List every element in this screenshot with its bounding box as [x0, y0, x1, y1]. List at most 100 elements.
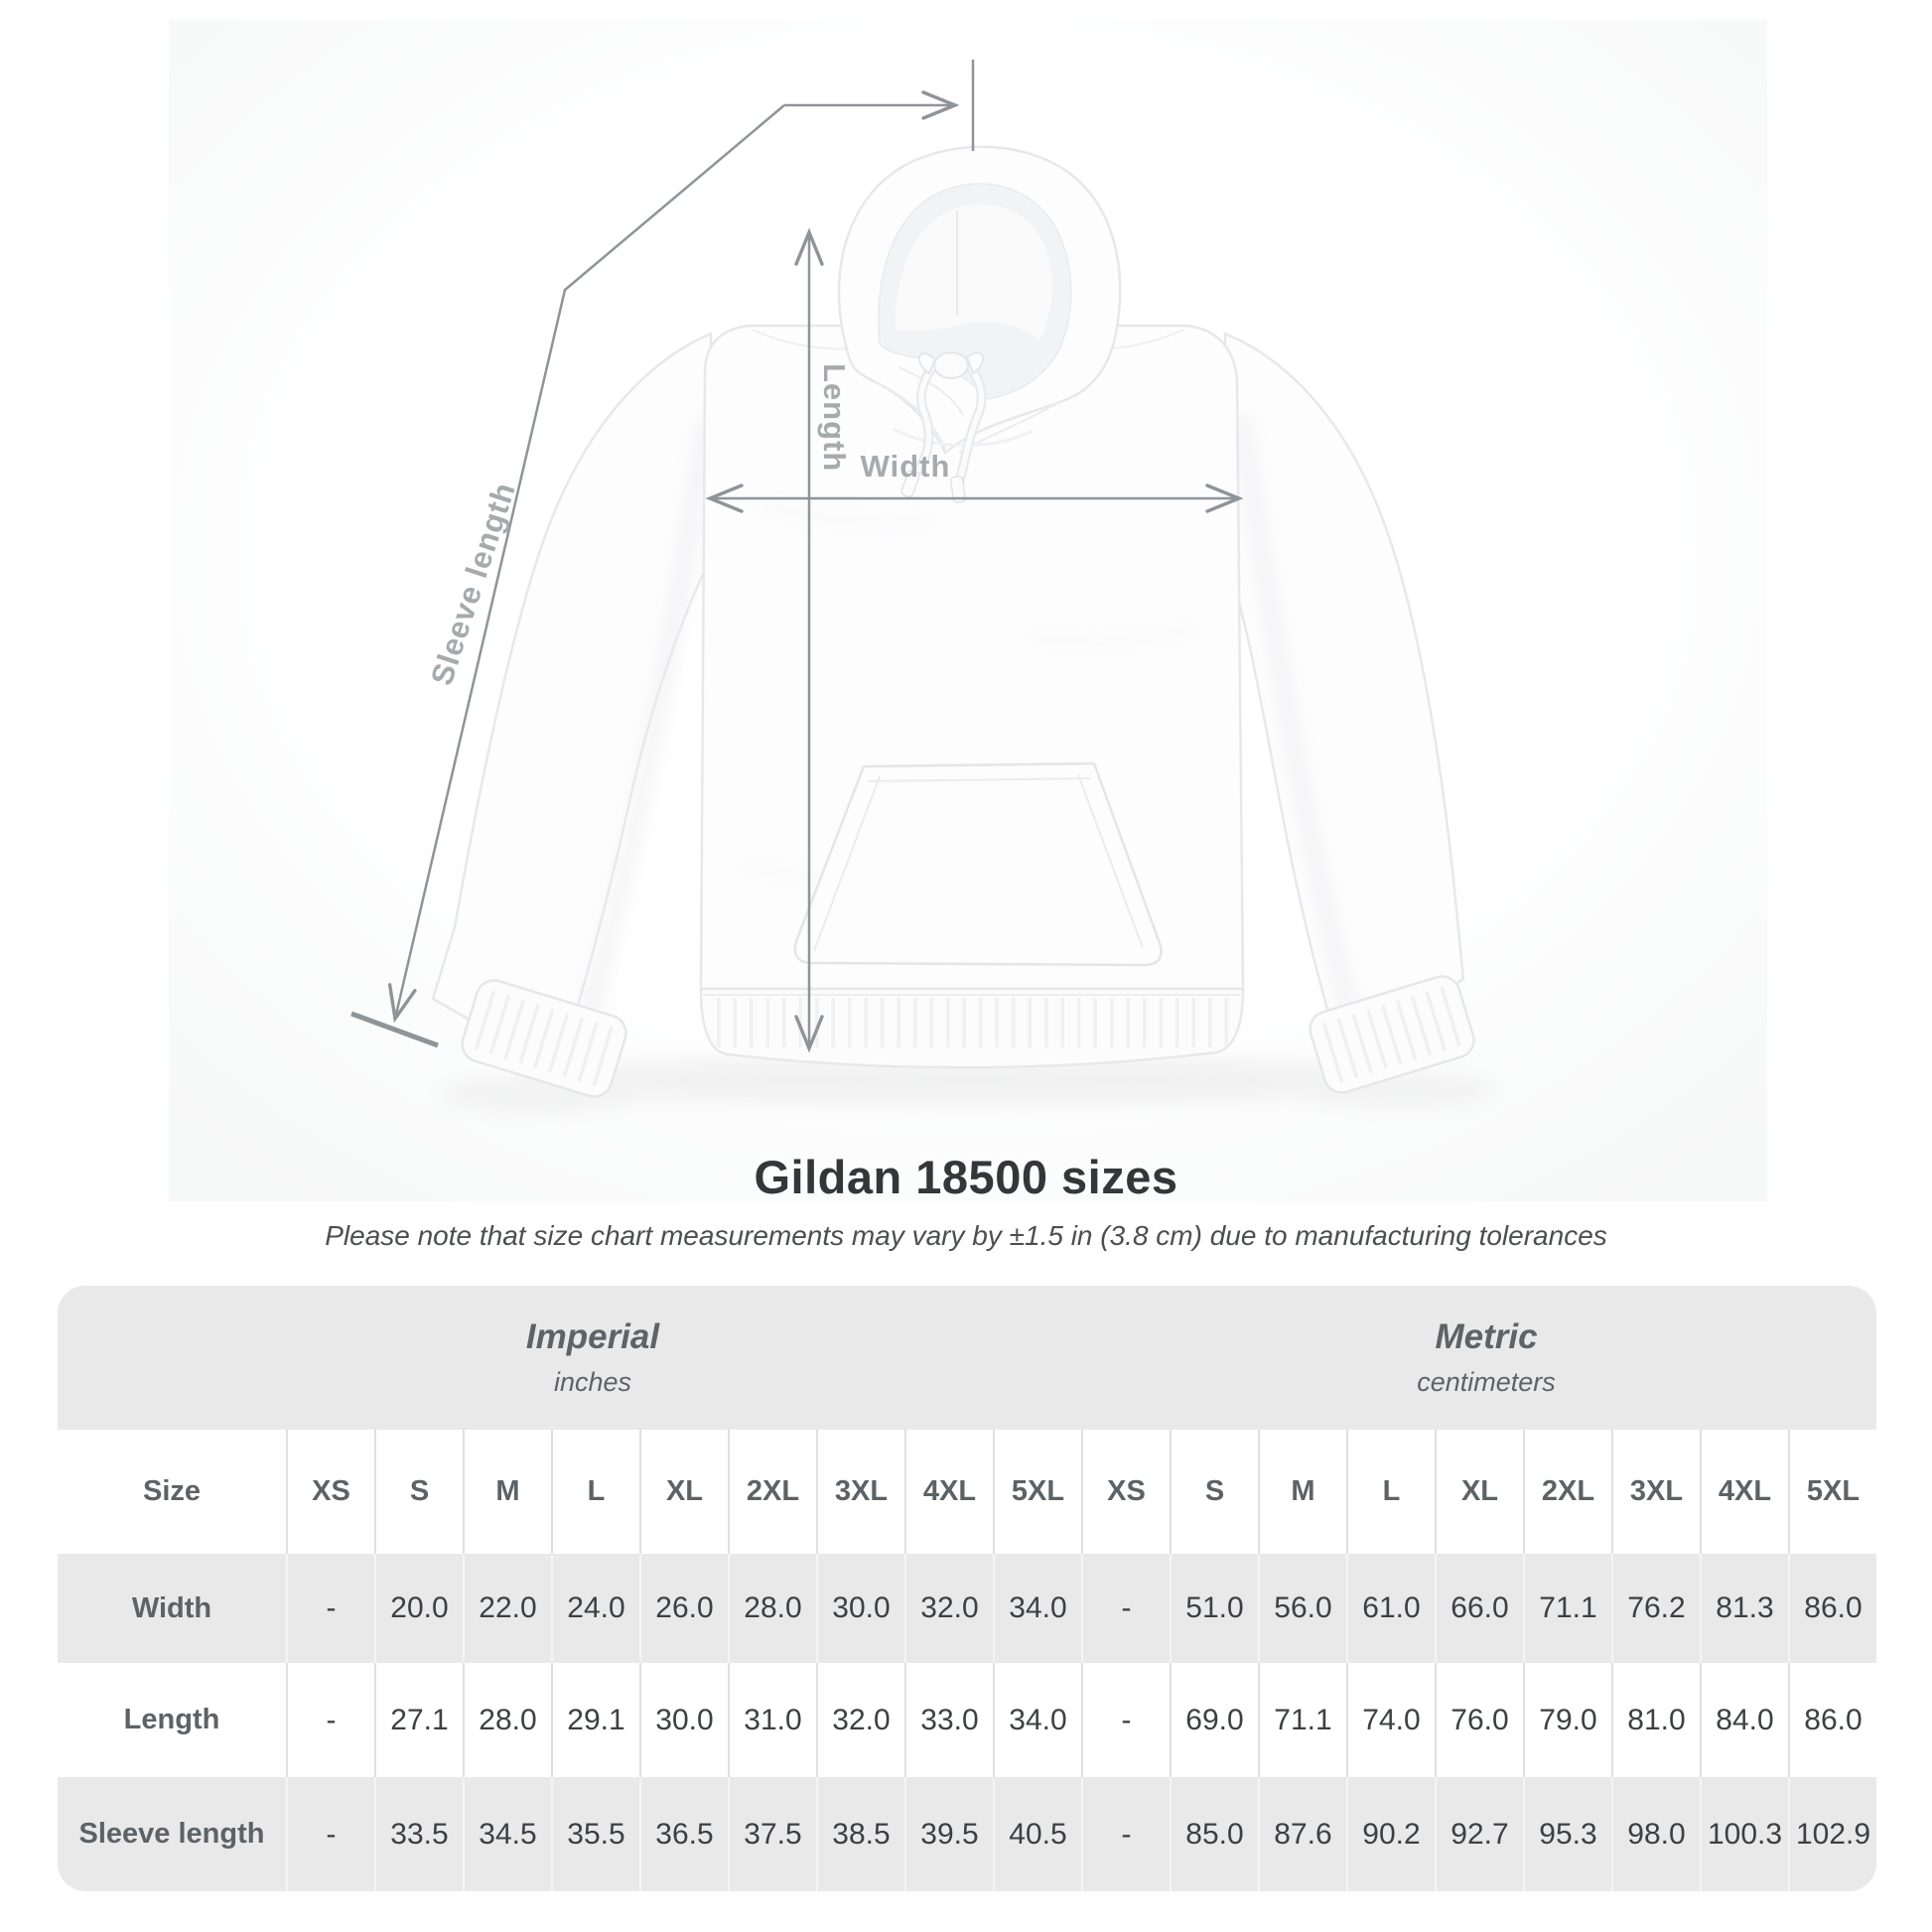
right-cuff: [1309, 975, 1475, 1094]
value-cell: 39.5: [904, 1777, 993, 1891]
value-cell: 69.0: [1170, 1663, 1258, 1777]
value-cell: 90.2: [1346, 1777, 1435, 1891]
value-cell: 86.0: [1788, 1663, 1876, 1777]
value-cell: 38.5: [816, 1777, 904, 1891]
size-col-header: 5XL: [1788, 1430, 1876, 1554]
left-cuff: [461, 979, 627, 1098]
size-col-header: L: [551, 1430, 639, 1554]
value-cell: 33.0: [904, 1663, 993, 1777]
value-cell: 66.0: [1435, 1554, 1523, 1663]
value-cell: 33.5: [374, 1777, 463, 1891]
value-cell: 31.0: [728, 1663, 816, 1777]
value-cell: 37.5: [728, 1777, 816, 1891]
hoodie-sleeves: [431, 332, 1465, 1072]
value-cell: 35.5: [551, 1777, 639, 1891]
value-cell: -: [286, 1777, 374, 1891]
metric-group-header: Metric centimeters: [1080, 1286, 1876, 1430]
size-col-header: 5XL: [993, 1430, 1081, 1554]
size-col-header: 4XL: [904, 1430, 993, 1554]
value-cell: 61.0: [1346, 1554, 1435, 1663]
title-block: Gildan 18500 sizes Please note that size…: [0, 1150, 1932, 1252]
kangaroo-pocket: [793, 761, 1163, 967]
row-label: Sleeve length: [78, 1818, 265, 1850]
row-label: Width: [131, 1591, 212, 1624]
value-cell: 85.0: [1170, 1777, 1258, 1891]
hoodie-illustration: [169, 20, 1767, 1201]
value-cell: 24.0: [551, 1554, 639, 1663]
size-col-header: XS: [1081, 1430, 1170, 1554]
value-cell: 76.0: [1435, 1663, 1523, 1777]
value-cell: -: [286, 1663, 374, 1777]
product-photo-area: Length Width Sleeve length: [169, 20, 1767, 1201]
sleeve-length-row: Sleeve length - 33.5 34.5 35.5 36.5 37.5…: [58, 1777, 1876, 1891]
width-row: Width - 20.0 22.0 24.0 26.0 28.0 30.0 32…: [58, 1554, 1876, 1663]
value-cell: 98.0: [1611, 1777, 1700, 1891]
metric-group-title: Metric: [1435, 1317, 1538, 1356]
value-cell: 92.7: [1435, 1777, 1523, 1891]
size-col-header: XS: [286, 1430, 374, 1554]
value-cell: 32.0: [904, 1554, 993, 1663]
value-cell: 20.0: [374, 1554, 463, 1663]
value-cell: 74.0: [1346, 1663, 1435, 1777]
length-dimension-label: Length: [817, 363, 852, 473]
value-cell: 22.0: [463, 1554, 551, 1663]
value-cell: 100.3: [1700, 1777, 1788, 1891]
size-col-header: L: [1346, 1430, 1435, 1554]
hood: [837, 145, 1122, 455]
value-cell: 28.0: [728, 1554, 816, 1663]
size-table: Imperial inches Metric centimeters Size …: [58, 1286, 1876, 1891]
value-cell: 27.1: [374, 1663, 463, 1777]
value-cell: 102.9: [1788, 1777, 1876, 1891]
value-cell: -: [1081, 1663, 1170, 1777]
width-dimension-label: Width: [860, 449, 951, 483]
value-cell: 34.5: [463, 1777, 551, 1891]
value-cell: 71.1: [1523, 1554, 1611, 1663]
value-cell: 79.0: [1523, 1663, 1611, 1777]
size-header-cell: Size: [142, 1475, 202, 1507]
size-col-header: XL: [639, 1430, 728, 1554]
size-header-row: Size XS S M L XL 2XL 3XL 4XL 5XL XS S M …: [58, 1430, 1876, 1554]
size-col-header: M: [463, 1430, 551, 1554]
right-sleeve: [1223, 332, 1465, 1060]
size-col-header: S: [374, 1430, 463, 1554]
value-cell: 29.1: [551, 1663, 639, 1777]
size-col-header: 3XL: [816, 1430, 904, 1554]
tolerance-note: Please note that size chart measurements…: [325, 1220, 1607, 1251]
length-row: Length - 27.1 28.0 29.1 30.0 31.0 32.0 3…: [58, 1663, 1876, 1777]
value-cell: 84.0: [1700, 1663, 1788, 1777]
value-cell: 30.0: [639, 1663, 728, 1777]
page-title: Gildan 18500 sizes: [754, 1151, 1178, 1203]
value-cell: -: [286, 1554, 374, 1663]
size-col-header: 3XL: [1611, 1430, 1700, 1554]
size-col-header: M: [1258, 1430, 1346, 1554]
size-col-header: 4XL: [1700, 1430, 1788, 1554]
value-cell: 36.5: [639, 1777, 728, 1891]
value-cell: -: [1081, 1554, 1170, 1663]
value-cell: 81.0: [1611, 1663, 1700, 1777]
value-cell: 30.0: [816, 1554, 904, 1663]
value-cell: 71.1: [1258, 1663, 1346, 1777]
value-cell: 81.3: [1700, 1554, 1788, 1663]
value-cell: -: [1081, 1777, 1170, 1891]
metric-group-unit: centimeters: [1417, 1367, 1556, 1397]
unit-group-header-row: Imperial inches Metric centimeters: [58, 1286, 1876, 1430]
value-cell: 40.5: [993, 1777, 1081, 1891]
drawstring-knot: [933, 351, 969, 379]
value-cell: 32.0: [816, 1663, 904, 1777]
value-cell: 34.0: [993, 1663, 1081, 1777]
value-cell: 95.3: [1523, 1777, 1611, 1891]
dimension-lines: [350, 60, 1244, 1053]
size-col-header: XL: [1435, 1430, 1523, 1554]
row-label: Length: [123, 1704, 220, 1735]
value-cell: 86.0: [1788, 1554, 1876, 1663]
imperial-group-header: Imperial inches: [58, 1286, 1080, 1430]
hem-band: [699, 987, 1245, 1069]
drawstrings: [900, 351, 987, 503]
value-cell: 56.0: [1258, 1554, 1346, 1663]
value-cell: 26.0: [639, 1554, 728, 1663]
sleeve-bottom-end-tick: [350, 1011, 439, 1048]
size-col-header: 2XL: [1523, 1430, 1611, 1554]
imperial-group-title: Imperial: [525, 1317, 660, 1356]
value-cell: 87.6: [1258, 1777, 1346, 1891]
